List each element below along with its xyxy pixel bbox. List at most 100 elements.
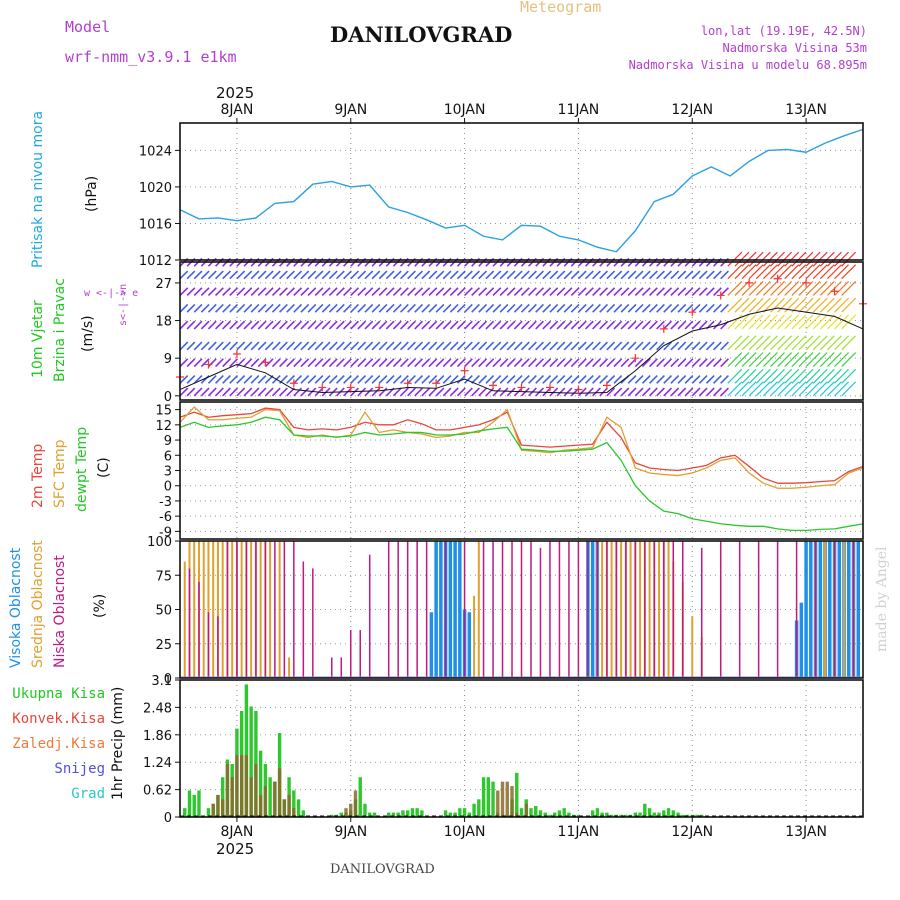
wind-barb: [485, 341, 495, 351]
wind-barb: [777, 297, 793, 313]
wind-barb: [698, 303, 708, 313]
wind-barb: [748, 297, 764, 313]
high-cloud-bar: [837, 541, 842, 678]
wind-barb: [364, 303, 374, 313]
wind-barb: [257, 270, 267, 280]
wind-barb: [720, 341, 729, 351]
wind-barb: [705, 387, 715, 397]
wind-barb: [186, 303, 196, 313]
wind-barb: [407, 303, 416, 313]
wind-barb: [222, 387, 231, 397]
wind-barb: [335, 341, 345, 351]
wind-barb: [328, 375, 338, 384]
low-cloud-bar: [463, 541, 466, 678]
wind-barb: [243, 287, 253, 297]
wind-barb: [777, 281, 793, 296]
wind-barb: [328, 320, 338, 330]
wind-barb: [528, 358, 537, 368]
wind-barb: [314, 303, 324, 313]
wind-barb: [421, 320, 431, 330]
low-cloud-bar: [264, 541, 267, 678]
wind-barb: [229, 287, 239, 297]
convective-rain-bar: [505, 781, 509, 817]
wind-barb: [456, 387, 466, 397]
wind-gust-marker: [432, 379, 441, 388]
y-tick-label: 1016: [139, 217, 172, 232]
wind-barb: [179, 270, 189, 280]
total-rain-bar: [543, 812, 547, 817]
wind-barb: [613, 303, 623, 313]
wind-barb: [684, 287, 694, 297]
high-cloud-bar: [439, 541, 443, 678]
wind-barb: [492, 287, 502, 297]
high-cloud-bar: [809, 541, 813, 678]
wind-barb: [827, 381, 842, 397]
wind-barb: [350, 341, 360, 351]
wind-barb: [328, 341, 338, 351]
wind-barb: [791, 335, 807, 351]
y-tick-label: 12: [155, 419, 172, 434]
wind-barb: [499, 341, 509, 351]
wind-barb: [677, 358, 687, 368]
day-label-top: 10JAN: [444, 102, 486, 118]
wind-barb: [371, 287, 381, 297]
high-cloud-bar: [847, 541, 851, 678]
total-rain-bar: [368, 812, 372, 817]
wind-label-2: Brzina i Pravac: [52, 278, 68, 382]
wind-barb: [229, 303, 239, 313]
wind-barb: [812, 264, 828, 280]
wind-barb: [748, 335, 764, 351]
wind-barb: [791, 352, 807, 367]
wind-barb: [528, 303, 537, 313]
total-rain-bar: [410, 808, 415, 817]
low-cloud-label: Niska Oblacnost: [52, 555, 68, 668]
legend-snow: Snijeg: [54, 761, 105, 777]
wind-barb: [179, 341, 189, 351]
wind-barb: [335, 375, 345, 384]
wind-barb: [207, 303, 217, 313]
y-tick-label: 9: [164, 434, 172, 449]
y-tick-label: 18: [155, 315, 172, 330]
wind-barb: [577, 387, 587, 397]
wind-barb: [478, 320, 488, 330]
wind-barb: [215, 387, 224, 397]
wind-barb: [812, 314, 828, 330]
wind-barb: [286, 320, 295, 330]
wind-barb: [492, 358, 502, 368]
wind-barb: [691, 270, 701, 280]
wind-gust-marker: [802, 278, 811, 287]
wind-barb: [563, 358, 573, 368]
low-cloud-bar: [776, 541, 779, 678]
model-label: Model: [65, 18, 111, 36]
wind-barb: [584, 341, 594, 351]
wind-barb: [784, 381, 800, 397]
wind-barb: [279, 387, 288, 397]
day-label-top: 11JAN: [558, 102, 600, 118]
wind-barb: [243, 303, 253, 313]
wind-barb: [762, 251, 778, 267]
wind-barb: [819, 314, 835, 330]
wind-barb: [286, 375, 295, 384]
total-rain-bar: [633, 812, 638, 817]
convective-rain-bar: [239, 755, 244, 817]
wind-barb: [520, 270, 530, 280]
model-name: wrf-nmm_v3.9.1 e1km: [65, 48, 237, 66]
total-rain-bar: [472, 803, 476, 817]
wind-barb: [805, 381, 821, 397]
wind-barb: [727, 381, 743, 397]
wind-barb: [193, 303, 203, 313]
wind-barb: [684, 320, 694, 330]
wind-barb: [328, 287, 338, 297]
wind-barb: [599, 303, 609, 313]
wind-barb: [513, 287, 523, 297]
total-rain-bar: [258, 750, 263, 817]
wind-barb: [250, 341, 260, 351]
wind-barb: [300, 303, 310, 313]
wind-barb: [577, 375, 587, 384]
wind-barb: [442, 387, 452, 397]
wind-barb: [222, 287, 231, 297]
wind-barb: [279, 270, 288, 280]
wind-barb: [435, 375, 445, 384]
wind-barb: [627, 375, 637, 384]
wind-barb: [841, 381, 857, 397]
